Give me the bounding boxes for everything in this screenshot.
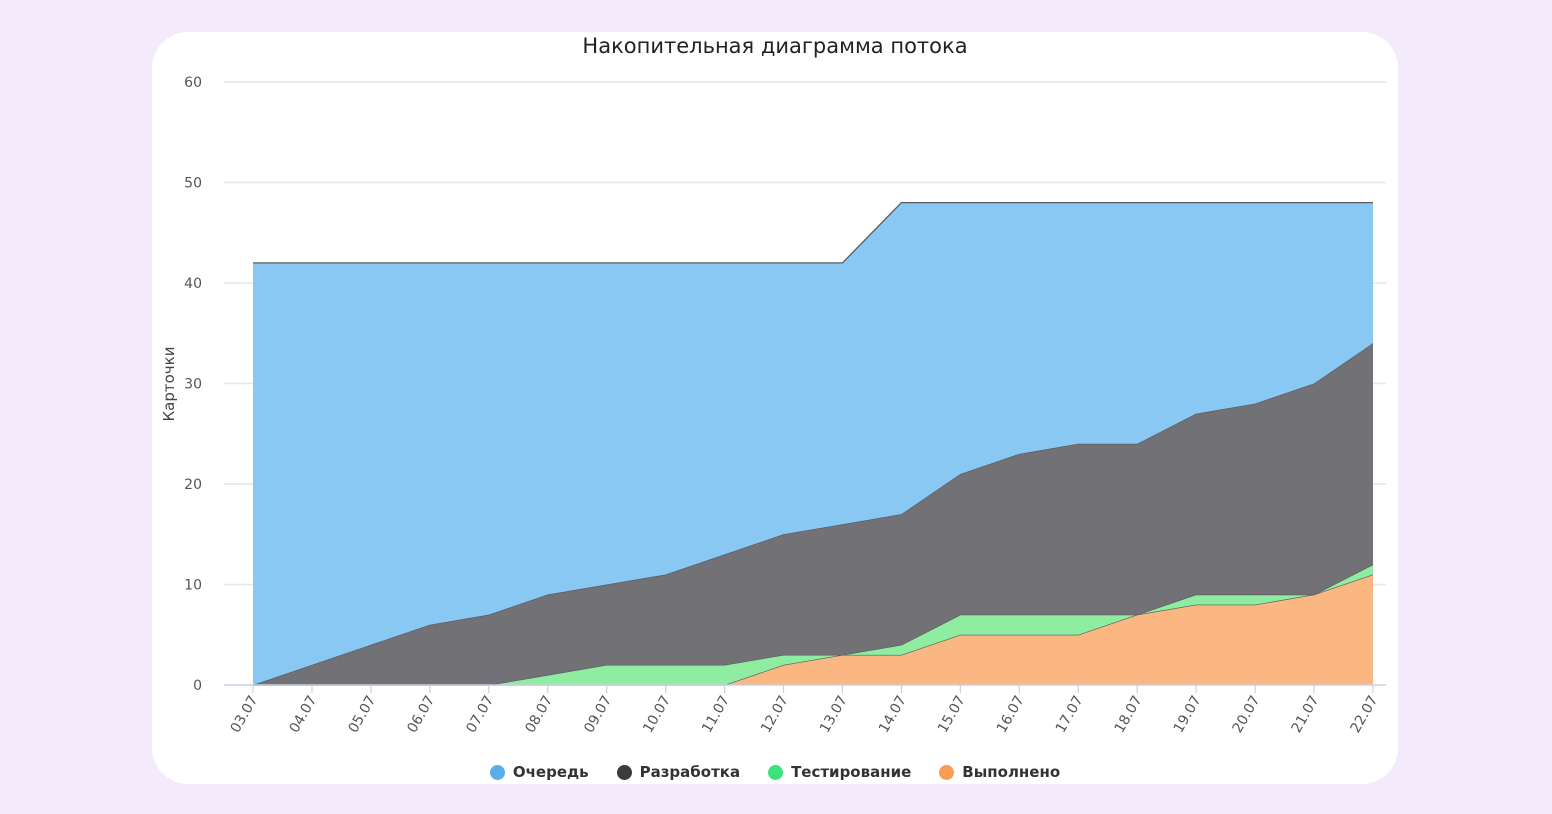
x-tick-label: 08.07 (522, 693, 556, 736)
x-tick-label: 10.07 (640, 693, 674, 736)
legend-swatch (489, 764, 505, 780)
legend-item[interactable]: Тестирование (768, 763, 911, 781)
x-tick-label: 19.07 (1171, 693, 1205, 736)
x-tick-label: 06.07 (404, 693, 438, 736)
y-tick-label: 0 (193, 678, 202, 694)
cumulative-flow-chart: 0 10 20 30 40 50 60 03.07 04.07 05.07 06.07 07.07 08… (160, 75, 1386, 736)
area-layers (252, 201, 1374, 686)
x-tick-label: 14.07 (876, 693, 910, 736)
legend-item[interactable]: Разработка (616, 763, 741, 781)
legend-swatch (768, 764, 784, 780)
legend-label: Очередь (512, 763, 589, 781)
legend-item[interactable]: Очередь (489, 763, 589, 781)
x-tick-label: 16.07 (994, 693, 1028, 736)
series-line-очередь (253, 201, 1373, 264)
legend-label: Выполнено (962, 763, 1061, 781)
x-tick-label: 13.07 (817, 693, 851, 736)
area-очередь (253, 202, 1373, 685)
x-tick-label: 17.07 (1053, 693, 1087, 736)
legend-swatch (939, 764, 955, 780)
x-tick-label: 22.07 (1348, 693, 1382, 736)
y-tick-label: 30 (184, 377, 202, 393)
y-tick-label: 60 (184, 75, 202, 91)
legend-item[interactable]: Выполнено (939, 763, 1060, 781)
x-tick-label: 05.07 (345, 693, 379, 736)
x-tick-label: 03.07 (228, 693, 262, 736)
x-tick-label: 18.07 (1112, 693, 1146, 736)
legend-swatch (616, 764, 632, 780)
chart-title: Накопительная диаграмма потока (582, 34, 968, 58)
x-tick-label: 12.07 (758, 693, 792, 736)
y-tick-label: 40 (184, 276, 202, 292)
chart-legend: Очередь Разработка Тестирование Выполнено (152, 763, 1398, 781)
area-разработка (253, 343, 1373, 685)
x-tick-label: 15.07 (935, 693, 969, 736)
y-tick-label: 50 (184, 176, 202, 192)
legend-label: Тестирование (791, 763, 912, 781)
x-tick-label: 07.07 (463, 693, 497, 736)
area-выполнено (253, 574, 1373, 685)
x-tick-label: 04.07 (287, 693, 321, 736)
y-tick-label: 20 (184, 477, 202, 493)
x-tick-label: 20.07 (1230, 693, 1264, 736)
y-tick-label: 10 (184, 578, 202, 594)
legend-label: Разработка (639, 763, 741, 781)
y-axis-title: Карточки (160, 347, 178, 422)
x-tick-label: 09.07 (581, 693, 615, 736)
chart-card: Накопительная диаграмма потока 0 10 20 30 40… (152, 32, 1398, 784)
x-tick-label: 21.07 (1289, 693, 1323, 736)
x-tick-label: 11.07 (699, 693, 733, 736)
